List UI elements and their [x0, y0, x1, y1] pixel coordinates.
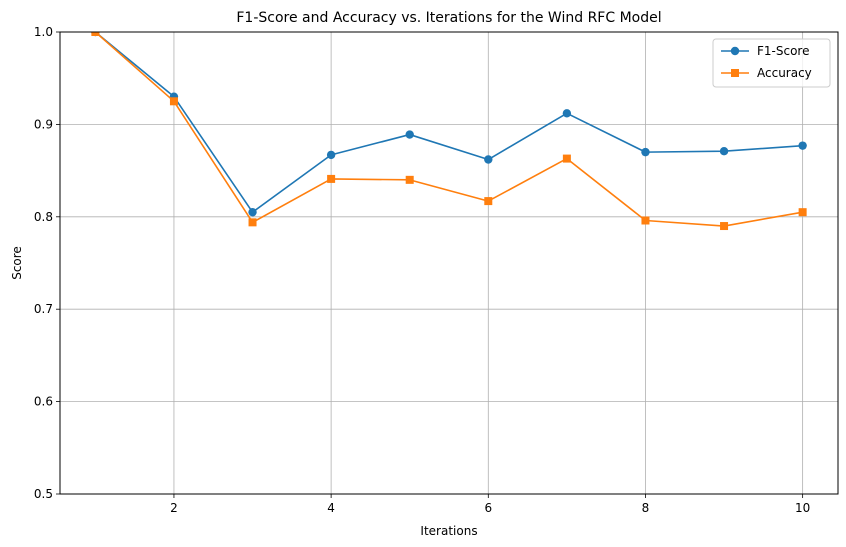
- x-tick-label: 4: [327, 501, 335, 515]
- data-point-accuracy: [405, 175, 414, 184]
- data-point-f1-score: [248, 207, 257, 217]
- y-axis-title: Score: [10, 246, 24, 280]
- y-tick-label: 0.6: [34, 395, 53, 409]
- series-line-accuracy: [94, 32, 803, 227]
- y-tick-label: 0.9: [34, 117, 53, 131]
- data-point-accuracy: [720, 222, 729, 231]
- legend-label-f1-score: F1-Score: [757, 44, 809, 58]
- x-tick-label: 2: [170, 501, 178, 515]
- y-tick-label: 0.5: [34, 487, 53, 501]
- data-point-f1-score: [405, 130, 414, 139]
- data-point-accuracy: [248, 218, 257, 227]
- legend-marker-f1-score: [730, 46, 740, 56]
- data-point-accuracy: [484, 197, 493, 206]
- chart-title: F1-Score and Accuracy vs. Iterations for…: [236, 10, 661, 26]
- plot-frame: [59, 31, 839, 495]
- data-point-f1-score: [326, 150, 336, 160]
- x-tick-label: 6: [484, 501, 492, 515]
- axis-ticks: 2 4 6 8 10 0.5 0.6 0.7 0.8 0.9 1.0: [34, 25, 810, 515]
- data-point-f1-score: [562, 109, 572, 118]
- data-point-accuracy: [798, 208, 807, 217]
- series-f1-score: [91, 32, 807, 217]
- series-accuracy: [91, 32, 807, 231]
- data-point-f1-score: [798, 141, 807, 150]
- series-layer: [91, 32, 807, 231]
- y-tick-label: 0.7: [34, 302, 53, 316]
- data-point-accuracy: [169, 97, 178, 106]
- data-point-accuracy: [91, 32, 100, 36]
- y-tick-label: 1.0: [34, 25, 53, 39]
- x-tick-label: 8: [642, 501, 650, 515]
- legend-label-accuracy: Accuracy: [757, 66, 812, 80]
- data-point-accuracy: [641, 216, 650, 225]
- data-point-accuracy: [327, 174, 336, 183]
- x-tick-label: 10: [795, 501, 810, 515]
- data-point-accuracy: [562, 154, 571, 163]
- legend: F1-Score Accuracy: [712, 38, 831, 88]
- x-axis-title: Iterations: [420, 524, 477, 538]
- data-point-f1-score: [484, 155, 493, 164]
- data-point-f1-score: [719, 146, 729, 156]
- data-point-f1-score: [641, 147, 650, 157]
- legend-marker-accuracy: [731, 69, 739, 77]
- series-line-f1-score: [94, 32, 803, 213]
- y-tick-label: 0.8: [34, 210, 53, 224]
